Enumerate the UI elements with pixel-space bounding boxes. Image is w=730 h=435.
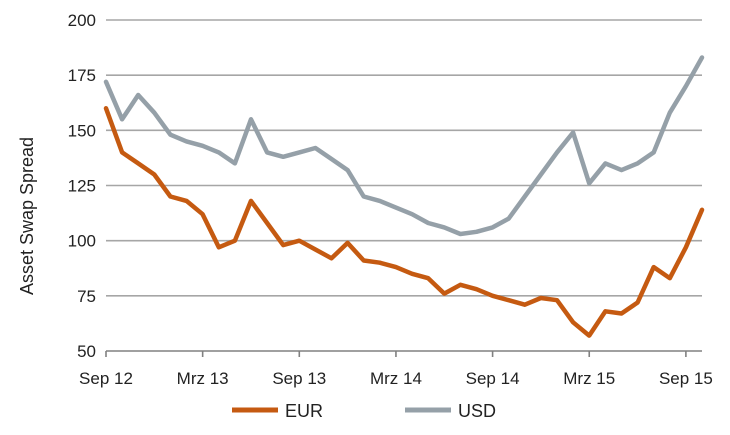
x-axis: [105, 350, 702, 357]
y-tick-label: 175: [68, 66, 96, 85]
y-tick-label: 200: [68, 11, 96, 30]
gridlines: [106, 19, 702, 297]
x-tick-labels: Sep 12 Mrz 13 Sep 13 Mrz 14 Sep 14 Mrz 15 Sep …: [79, 369, 713, 388]
x-tick-label: Mrz 14: [370, 369, 422, 388]
y-tick-labels: 50 75 100 125 150 175 200: [68, 11, 96, 361]
y-tick-label: 50: [77, 342, 96, 361]
legend-label-usd: USD: [458, 401, 496, 421]
y-tick-label: 100: [68, 232, 96, 251]
y-axis-title: Asset Swap Spread: [17, 137, 37, 295]
x-tick-label: Mrz 13: [177, 369, 229, 388]
x-tick-label: Sep 14: [466, 369, 520, 388]
series-line-usd: [103, 55, 705, 237]
y-tick-label: 125: [68, 177, 96, 196]
legend: EUR USD: [232, 401, 496, 421]
data-series: [103, 55, 705, 338]
x-tick-label: Mrz 15: [563, 369, 615, 388]
y-tick-label: 150: [68, 121, 96, 140]
legend-label-eur: EUR: [285, 401, 323, 421]
x-tick-label: Sep 15: [659, 369, 713, 388]
x-tick-label: Sep 12: [79, 369, 133, 388]
x-tick-label: Sep 13: [272, 369, 326, 388]
series-line-eur: [103, 106, 705, 338]
y-tick-label: 75: [77, 287, 96, 306]
